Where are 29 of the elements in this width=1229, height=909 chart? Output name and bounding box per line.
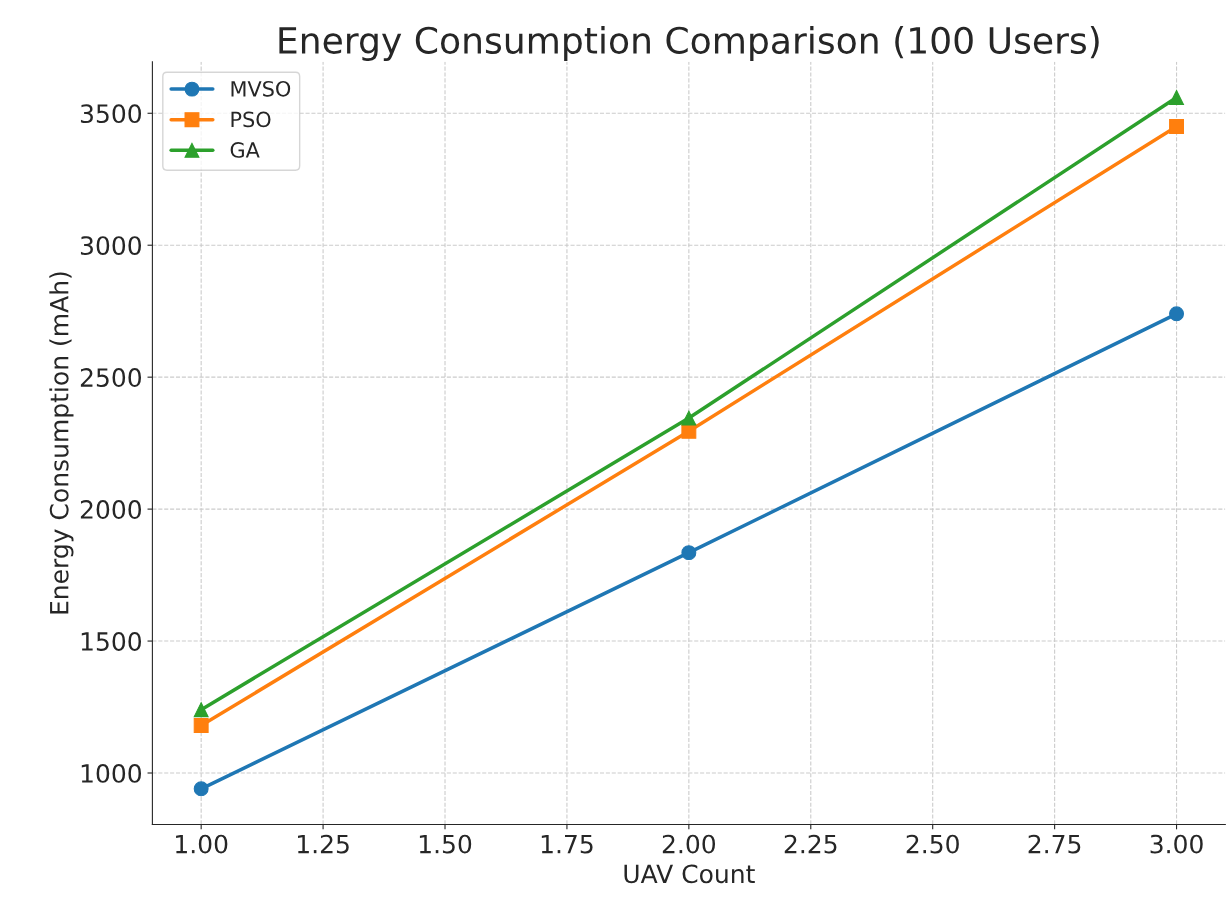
point xyxy=(193,702,209,718)
y-tick-label: 3000 xyxy=(80,236,142,256)
point xyxy=(1169,306,1185,322)
legend-label: PSO xyxy=(231,111,271,128)
x-tick-label: 2.75 xyxy=(1028,834,1081,854)
point xyxy=(193,718,209,733)
point xyxy=(1169,119,1185,134)
x-tick-label: 1.25 xyxy=(298,834,349,854)
x-tick-label: 1.50 xyxy=(419,834,472,854)
y-tick-label: 1000 xyxy=(81,763,142,783)
y-tick-label: 2000 xyxy=(80,500,142,519)
x-tick-label: 2.50 xyxy=(906,834,959,854)
x-tick-label: 3.00 xyxy=(1150,834,1203,854)
y-tick-label: 2500 xyxy=(80,368,142,388)
y-tick-label: 1500 xyxy=(81,632,142,651)
point xyxy=(1169,89,1185,105)
point xyxy=(681,410,697,426)
y-axis-title: Energy Consumption (mAh) xyxy=(49,272,74,614)
x-tick-label: 1.75 xyxy=(541,834,593,854)
point xyxy=(681,545,697,561)
legend-label: GA xyxy=(230,142,260,158)
chart-title: Energy Consumption Comparison (100 Users) xyxy=(279,26,1099,61)
x-tick-label: 2.00 xyxy=(662,834,716,854)
x-tick-label: 1.00 xyxy=(176,834,228,854)
point xyxy=(193,781,209,797)
y-tick-label: 3500 xyxy=(80,104,142,124)
x-tick-label: 2.25 xyxy=(784,834,837,854)
legend-label: MVSO xyxy=(231,80,291,97)
x-axis-title: UAV Count xyxy=(624,864,755,884)
